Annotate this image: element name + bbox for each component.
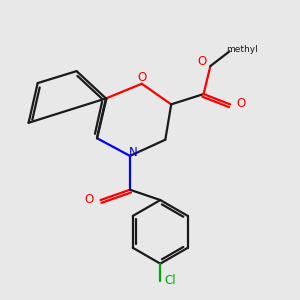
Text: O: O [197, 55, 207, 68]
Text: O: O [85, 193, 94, 206]
Text: Cl: Cl [164, 274, 176, 287]
Text: O: O [237, 97, 246, 110]
Text: methyl: methyl [226, 45, 258, 54]
Text: O: O [137, 71, 146, 84]
Text: N: N [128, 146, 137, 159]
